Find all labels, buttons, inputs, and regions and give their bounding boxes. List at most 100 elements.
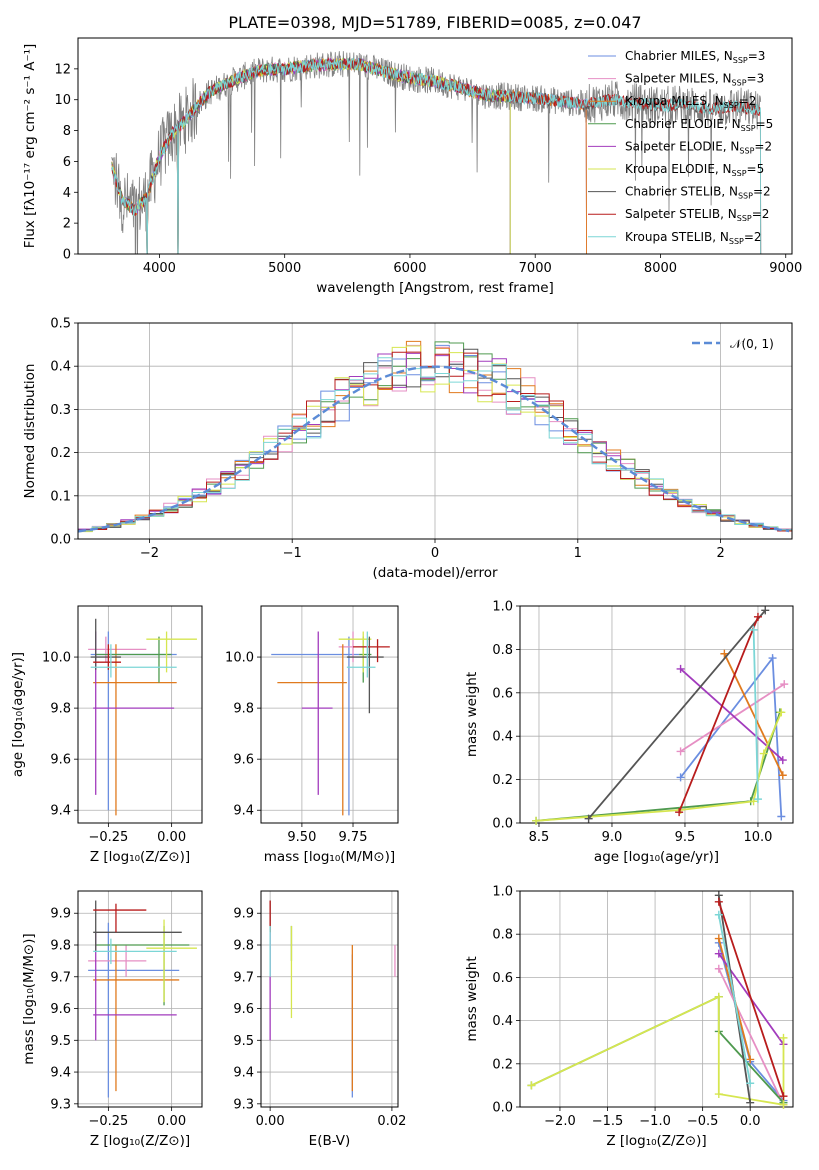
residual_hist-ytick-label: 0.4 — [50, 360, 71, 375]
weight_vs_age-point — [777, 708, 786, 717]
age_vs_Z-ytick-label: 9.8 — [50, 702, 71, 717]
weight_vs_Z-ytick-label: 0.2 — [492, 1057, 513, 1072]
weight_vs_Z-point — [714, 949, 723, 958]
residual_hist-xtick-label: 2 — [716, 546, 724, 561]
weight_vs_age-series-line — [536, 711, 783, 822]
age_vs_mass-xtick-label: 9.50 — [287, 830, 316, 845]
mass_vs_EBV-ytick-label: 9.7 — [233, 970, 254, 985]
mass_vs_EBV-ytick-label: 9.5 — [233, 1034, 254, 1049]
mass_vs_EBV-ytick-label: 9.4 — [233, 1066, 254, 1081]
residual_hist-ylabel: Normed distribution — [22, 364, 38, 499]
age_vs_Z-frame — [77, 605, 203, 824]
weight_vs_age-ytick-label: 0.4 — [492, 730, 513, 745]
spectrum-ytick-label: 6 — [63, 155, 71, 170]
age_vs_Z-xlabel: Z [log₁₀(Z/Z⊙)] — [90, 849, 190, 865]
weight_vs_Z-xtick-label: −1.0 — [639, 1114, 671, 1129]
residual_hist-ytick-label: 0.3 — [50, 403, 71, 418]
weight_vs_age-ytick-label: 0.8 — [492, 643, 513, 658]
age_vs_mass-plot-area — [271, 631, 390, 816]
weight_vs_age-series-line — [587, 609, 766, 820]
figure-title: PLATE=0398, MJD=51789, FIBERID=0085, z=0… — [228, 13, 641, 32]
weight_vs_age-point — [676, 664, 685, 673]
mass_vs_EBV-ytick-label: 9.9 — [233, 907, 254, 922]
mass_vs_EBV-plot-area — [269, 900, 396, 1098]
weight_vs_Z-point — [714, 1090, 723, 1099]
age_vs_mass-xtick-label: 9.75 — [339, 830, 368, 845]
weight_vs_age-xtick-label: 10.0 — [743, 830, 772, 845]
weight_vs_age-series-line — [678, 616, 759, 813]
mass_vs_Z-ytick-label: 9.5 — [50, 1034, 71, 1049]
residual_hist-xlabel: (data-model)/error — [372, 565, 498, 581]
spectrum-xtick-label: 4000 — [143, 261, 176, 276]
weight_vs_age-point — [584, 814, 593, 823]
weight_vs_age-series-line — [680, 668, 784, 761]
age_vs_Z-xtick-label: −0.25 — [88, 830, 128, 845]
weight_vs_Z-ytick-label: 0.4 — [492, 1014, 513, 1029]
mass_vs_EBV-panel: 0.00 0.02 9.3 9.4 9.5 9.6 9.7 9.8 9.9 E(B-V) — [233, 890, 406, 1149]
age_vs_mass-ytick-label: 9.4 — [233, 804, 254, 819]
weight_vs_age-point — [676, 747, 685, 756]
spectrum-frame — [77, 37, 793, 255]
weight_vs_age-xtick-label: 8.5 — [529, 830, 550, 845]
mass_vs_Z-ytick-label: 9.4 — [50, 1066, 71, 1081]
spectrum-xtick-label: 6000 — [393, 261, 426, 276]
weight_vs_Z-xlabel: Z [log₁₀(Z/Z⊙)] — [606, 1133, 706, 1149]
weight_vs_age-point — [720, 649, 729, 658]
age_vs_mass-frame — [260, 605, 399, 824]
weight_vs_Z-point — [746, 1098, 755, 1107]
weight_vs_Z-point — [714, 910, 723, 919]
weight_vs_Z-series-line — [717, 914, 752, 1084]
weight_vs_age-ytick-label: 0.0 — [492, 817, 513, 832]
weight_vs_Z-xtick-label: 0.0 — [740, 1114, 761, 1129]
spectrum-legend: Chabrier MILES, NSSP=3 Salpeter MILES, NS… — [588, 49, 773, 246]
mass_vs_Z-panel: −0.25 0.00 9.3 9.4 9.5 9.6 9.7 9.8 9.9 Z [log₁₀(Z… — [21, 890, 203, 1149]
weight_vs_age-point — [532, 816, 541, 825]
residual_hist-panel: −2 −1 0 1 2 0.0 0.1 0.2 0.3 0.4 0.5 (data-model)/er… — [22, 317, 793, 581]
weight_vs_age-xtick-label: 9.0 — [602, 830, 623, 845]
weight_vs_age-point — [761, 606, 770, 615]
weight_vs_age-panel: 8.5 9.0 9.5 10.0 0.0 0.2 0.4 0.6 0.8 1.0 age [log₁… — [464, 600, 794, 865]
weight_vs_age-point — [749, 797, 758, 806]
mass_vs_EBV-frame — [260, 890, 399, 1108]
spectrum-ytick-label: 10 — [54, 93, 71, 108]
weight_vs_Z-point — [714, 992, 723, 1001]
legend-entry: Kroupa MILES, NSSP=2 — [625, 94, 756, 110]
weight_vs_age-point — [753, 795, 762, 804]
residual_hist-ytick-label: 0.1 — [50, 489, 71, 504]
weight_vs_Z-ytick-label: 0.8 — [492, 928, 513, 943]
weight_vs_Z-series-line — [717, 968, 785, 1106]
mass_vs_EBV-xlabel: E(B-V) — [309, 1133, 351, 1149]
hist-step-5 — [78, 345, 792, 533]
age_vs_Z-ytick-label: 10.0 — [42, 651, 71, 666]
legend-entry: Kroupa ELODIE, NSSP=5 — [625, 162, 764, 178]
mass_vs_Z-xlabel: Z [log₁₀(Z/Z⊙)] — [90, 1133, 190, 1149]
spectrum-xtick-label: 9000 — [769, 261, 802, 276]
spectrum-ytick-label: 8 — [63, 124, 71, 139]
legend-entry: Salpeter MILES, NSSP=3 — [625, 72, 764, 88]
legend-entry: Chabrier ELODIE, NSSP=5 — [625, 117, 773, 133]
mass_vs_Z-xtick-label: 0.00 — [157, 1114, 186, 1129]
weight_vs_Z-series-line — [717, 901, 785, 1097]
gauss-legend-label: 𝒩(0, 1) — [730, 337, 774, 351]
spectrum-ytick-label: 12 — [54, 62, 71, 77]
mass_vs_Z-ytick-label: 9.8 — [50, 939, 71, 954]
age_vs_Z-ylabel: age [log₁₀(age/yr)] — [10, 652, 26, 777]
weight_vs_Z-point — [746, 1079, 755, 1088]
weight_vs_age-ylabel: mass weight — [464, 672, 480, 757]
weight_vs_Z-point — [714, 964, 723, 973]
spectrum-xtick-label: 8000 — [644, 261, 677, 276]
weight_vs_age-point — [676, 773, 685, 782]
weight_vs_Z-xtick-label: −0.5 — [687, 1114, 719, 1129]
age_vs_Z-ytick-label: 9.4 — [50, 804, 71, 819]
hist-step-8 — [78, 357, 792, 532]
weight_vs_age-frame — [519, 605, 794, 824]
mass_vs_Z-xtick-label: −0.25 — [88, 1114, 128, 1129]
weight_vs_Z-ytick-label: 1.0 — [492, 885, 513, 900]
age_vs_mass-ytick-label: 10.0 — [225, 651, 254, 666]
weight_vs_Z-ytick-label: 0.0 — [492, 1101, 513, 1116]
residual_hist-ytick-label: 0.5 — [50, 317, 71, 332]
weight_vs_Z-xtick-label: −1.5 — [592, 1114, 624, 1129]
weight_vs_age-series-line — [680, 683, 785, 753]
spectrum-panel: 4000 5000 6000 7000 8000 9000 0 2 4 6 8 10 12 wavelen… — [22, 37, 802, 296]
